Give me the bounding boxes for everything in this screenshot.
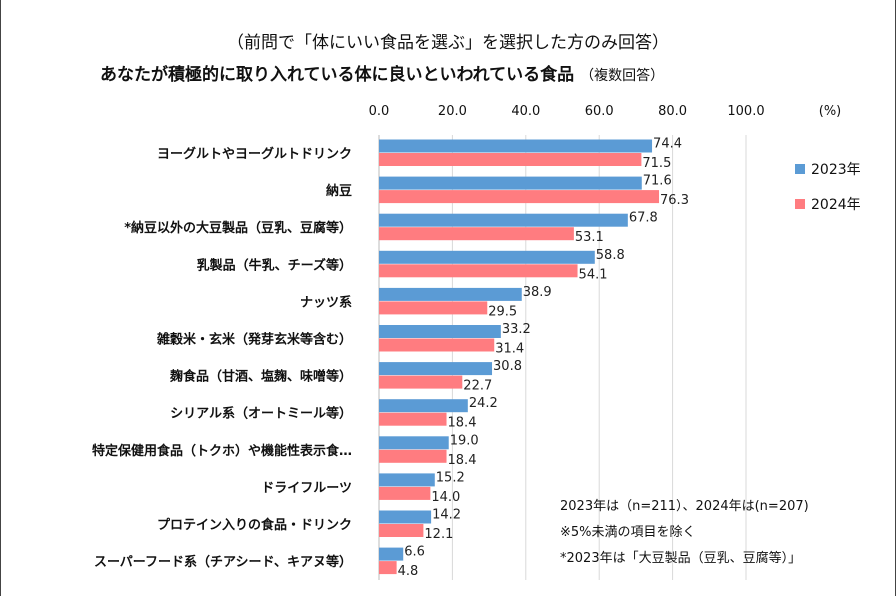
x-tick-label: 40.0 bbox=[511, 104, 540, 119]
data-label: 29.5 bbox=[488, 304, 517, 319]
bar-2024年 bbox=[379, 338, 495, 352]
data-label: 19.0 bbox=[450, 433, 479, 448]
data-label: 22.7 bbox=[463, 379, 492, 394]
category-label: 特定保健用食品（トクホ）や機能性表示食… bbox=[92, 443, 352, 459]
category-label: 麹食品（甘酒、塩麹、味噌等） bbox=[169, 369, 352, 385]
bar-2024年 bbox=[379, 153, 642, 166]
note-sample-size: 2023年は（n=211）、2024年は(n=207) bbox=[560, 499, 809, 514]
chart-subtitle: （前問で「体にいい食品を選ぶ」を選択した方のみ回答） bbox=[227, 33, 669, 53]
data-label: 54.1 bbox=[579, 267, 608, 282]
legend-swatch bbox=[795, 164, 805, 174]
category-label: *納豆以外の大豆製品（豆乳、豆腐等） bbox=[124, 220, 352, 236]
category-label: 乳製品（牛乳、チーズ等） bbox=[197, 257, 352, 273]
bar-2023年 bbox=[379, 325, 501, 338]
bar-2023年 bbox=[379, 399, 468, 413]
category-label: スーパーフード系（チアシード、キアヌ等） bbox=[94, 554, 352, 570]
note-exclusion: ※5%未満の項目を除く bbox=[560, 525, 696, 540]
bar-2024年 bbox=[379, 412, 447, 426]
category-label: ヨーグルトやヨーグルトドリンク bbox=[157, 146, 352, 162]
chart-title-wrap: あなたが積極的に取り入れている体に良いといわれている食品 （複数回答） bbox=[100, 60, 664, 85]
data-label: 76.3 bbox=[660, 193, 689, 208]
bar-2023年 bbox=[379, 510, 432, 524]
bar-2024年 bbox=[379, 301, 488, 315]
chart-title-note: （複数回答） bbox=[580, 68, 665, 84]
bar-2023年 bbox=[379, 287, 522, 301]
data-label: 24.2 bbox=[469, 396, 498, 411]
bar-2023年 bbox=[379, 436, 449, 450]
legend-label: 2024年 bbox=[811, 197, 861, 213]
data-label: 4.8 bbox=[398, 564, 419, 579]
category-label: 納豆 bbox=[326, 183, 352, 199]
note-soy: *2023年は「大豆製品（豆乳、豆腐等）」 bbox=[560, 551, 802, 566]
x-tick-label: 20.0 bbox=[438, 104, 467, 119]
category-label: プロテイン入りの食品・ドリンク bbox=[157, 517, 352, 533]
bar-2024年 bbox=[379, 190, 660, 204]
category-label: ナッツ系 bbox=[300, 294, 352, 310]
bar-2024年 bbox=[379, 561, 397, 575]
data-label: 31.4 bbox=[495, 342, 524, 357]
bar-2024年 bbox=[379, 227, 574, 241]
bar-2023年 bbox=[379, 139, 653, 153]
x-tick-label: 60.0 bbox=[585, 104, 614, 119]
bar-2023年 bbox=[379, 547, 404, 561]
bar-2023年 bbox=[379, 250, 595, 264]
unit-label: (%) bbox=[819, 104, 842, 119]
data-label: 71.6 bbox=[643, 174, 672, 189]
chart-notes: 2023年は（n=211）、2024年は(n=207) ※5%未満の項目を除く … bbox=[560, 494, 809, 572]
chart-title: あなたが積極的に取り入れている体に良いといわれている食品 bbox=[100, 65, 575, 85]
bar-2023年 bbox=[379, 473, 435, 487]
bar-2023年 bbox=[379, 213, 628, 227]
bar-2023年 bbox=[379, 362, 493, 376]
data-label: 30.8 bbox=[493, 359, 522, 374]
data-label: 12.1 bbox=[424, 527, 453, 542]
data-label: 18.4 bbox=[448, 416, 477, 431]
data-label: 67.8 bbox=[629, 211, 658, 226]
data-label: 15.2 bbox=[436, 470, 465, 485]
legend-swatch bbox=[795, 199, 805, 209]
bar-2024年 bbox=[379, 449, 447, 463]
data-label: 14.0 bbox=[431, 490, 460, 505]
category-label: ドライフルーツ bbox=[261, 481, 352, 496]
data-label: 14.2 bbox=[432, 508, 461, 523]
data-label: 53.1 bbox=[575, 230, 604, 245]
data-label: 6.6 bbox=[404, 545, 425, 560]
x-tick-label: 100.0 bbox=[727, 104, 764, 119]
data-label: 18.4 bbox=[448, 453, 477, 468]
data-label: 38.9 bbox=[523, 285, 552, 300]
bar-2024年 bbox=[379, 375, 463, 389]
bar-2023年 bbox=[379, 176, 642, 190]
data-label: 58.8 bbox=[596, 248, 625, 263]
bar-2024年 bbox=[379, 524, 424, 537]
legend-label: 2023年 bbox=[811, 162, 861, 178]
data-label: 71.5 bbox=[642, 156, 671, 171]
category-label: 雑穀米・玄米（発芽玄米等含む） bbox=[156, 332, 352, 348]
bar-2024年 bbox=[379, 264, 578, 278]
x-tick-label: 80.0 bbox=[658, 104, 687, 119]
x-tick-label: 0.0 bbox=[369, 104, 390, 119]
bar-2024年 bbox=[379, 486, 431, 500]
data-label: 74.4 bbox=[653, 137, 682, 152]
data-label: 33.2 bbox=[502, 322, 531, 337]
category-label: シリアル系（オートミール等） bbox=[170, 406, 352, 422]
